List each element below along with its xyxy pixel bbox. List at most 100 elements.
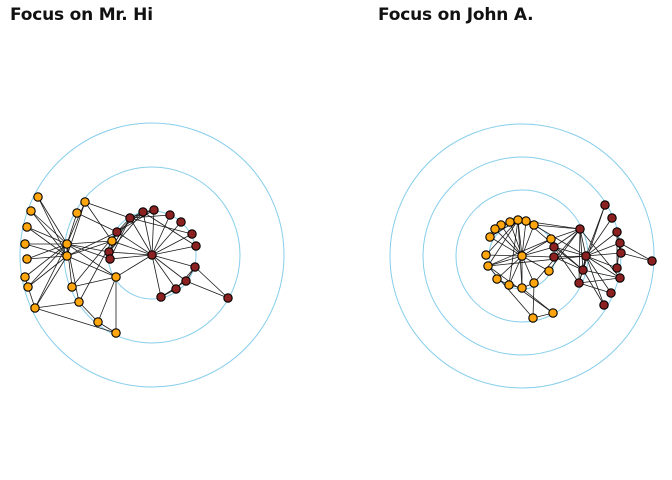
graph-edge — [494, 228, 523, 257]
graph-edge — [97, 276, 117, 323]
graph-node — [107, 236, 117, 246]
graph-node — [575, 224, 585, 234]
graph-edge — [521, 255, 555, 258]
graph-node — [616, 248, 626, 258]
graph-node — [223, 293, 233, 303]
graph-edge — [151, 254, 177, 290]
graph-edge — [521, 246, 555, 257]
bfs-distance-ring — [19, 122, 285, 388]
graph-node — [181, 276, 191, 286]
graph-node — [80, 197, 90, 207]
graph-edge — [550, 228, 581, 240]
graph-edge — [585, 242, 621, 257]
graph-node — [647, 256, 657, 266]
graph-edge — [489, 236, 523, 257]
graph-node — [600, 200, 610, 210]
graph-node — [517, 283, 527, 293]
graph-edge — [508, 255, 523, 286]
graph-edge — [66, 243, 117, 278]
graph-node — [112, 227, 122, 237]
graph-edge — [585, 255, 621, 279]
graph-edge — [66, 201, 86, 245]
graph-edge — [487, 255, 587, 267]
graph-node — [546, 234, 556, 244]
graph-edge — [34, 255, 68, 309]
graph-edge — [533, 224, 581, 230]
graph-edge — [487, 255, 523, 267]
graph-node — [544, 266, 554, 276]
graph-edge — [84, 201, 131, 219]
graph-node — [581, 251, 591, 261]
graph-edge — [109, 254, 153, 260]
graph-edge — [66, 212, 78, 245]
panel-title-john-a: Focus on John A. — [378, 5, 534, 25]
graph-edge — [66, 243, 110, 253]
graph-edge — [111, 240, 153, 256]
graph-edge — [24, 243, 68, 278]
graph-edge — [585, 217, 613, 257]
graph-edge — [553, 246, 580, 284]
graph-node — [149, 205, 159, 215]
graph-node — [504, 280, 514, 290]
graph-node — [165, 210, 175, 220]
graph-edge — [533, 224, 587, 257]
graph-node — [607, 213, 617, 223]
graph-edge — [71, 276, 117, 288]
graph-node — [20, 239, 30, 249]
graph-node — [521, 216, 531, 226]
graph-edge — [151, 254, 196, 268]
focus-graph-node — [147, 250, 157, 260]
graph-edge — [185, 280, 229, 299]
graph-edge — [34, 307, 117, 334]
graph-node — [22, 254, 32, 264]
graph-edge — [553, 246, 587, 257]
graph-node — [20, 272, 30, 282]
graph-edge — [129, 217, 153, 256]
graph-node — [615, 238, 625, 248]
graph-edge — [108, 211, 144, 253]
graph-node — [62, 239, 72, 249]
graph-edge — [66, 243, 73, 288]
graph-edge — [585, 255, 618, 269]
graph-node — [23, 282, 33, 292]
graph-edge — [151, 221, 182, 256]
graph-edge — [585, 255, 612, 294]
graph-edge — [27, 255, 68, 288]
bfs-distance-ring — [389, 123, 655, 389]
graph-node — [549, 242, 559, 252]
graph-node — [485, 232, 495, 242]
graph-node — [606, 288, 616, 298]
graph-edge — [66, 255, 117, 278]
graph-node — [615, 273, 625, 283]
graph-node — [30, 303, 40, 313]
graph-edge — [585, 231, 618, 257]
graph-node — [483, 261, 493, 271]
graph-edge — [578, 277, 621, 284]
graph-edge — [585, 252, 622, 257]
graph-edge — [508, 219, 519, 286]
panel-title-mr-hi: Focus on Mr. Hi — [10, 5, 153, 25]
graph-edge — [485, 254, 523, 257]
graph-node — [513, 215, 523, 225]
graph-node — [22, 222, 32, 232]
graph-edge — [108, 251, 153, 256]
graph-edge — [496, 255, 523, 280]
graph-edge — [34, 301, 80, 309]
graph-edge — [619, 242, 653, 262]
graph-edge — [27, 243, 68, 288]
graph-node — [171, 284, 181, 294]
graph-edge — [521, 220, 527, 257]
graph-edge — [582, 269, 621, 279]
graph-edge — [151, 254, 187, 282]
graph-edge — [34, 243, 68, 309]
graph-node — [599, 300, 609, 310]
graph-edge — [76, 212, 118, 233]
panel-mr-hi — [19, 122, 285, 388]
graph-edge — [487, 219, 519, 267]
graph-node — [105, 254, 115, 264]
graph-node — [574, 278, 584, 288]
graph-node — [492, 274, 502, 284]
graph-node — [138, 207, 148, 217]
graph-node — [93, 317, 103, 327]
